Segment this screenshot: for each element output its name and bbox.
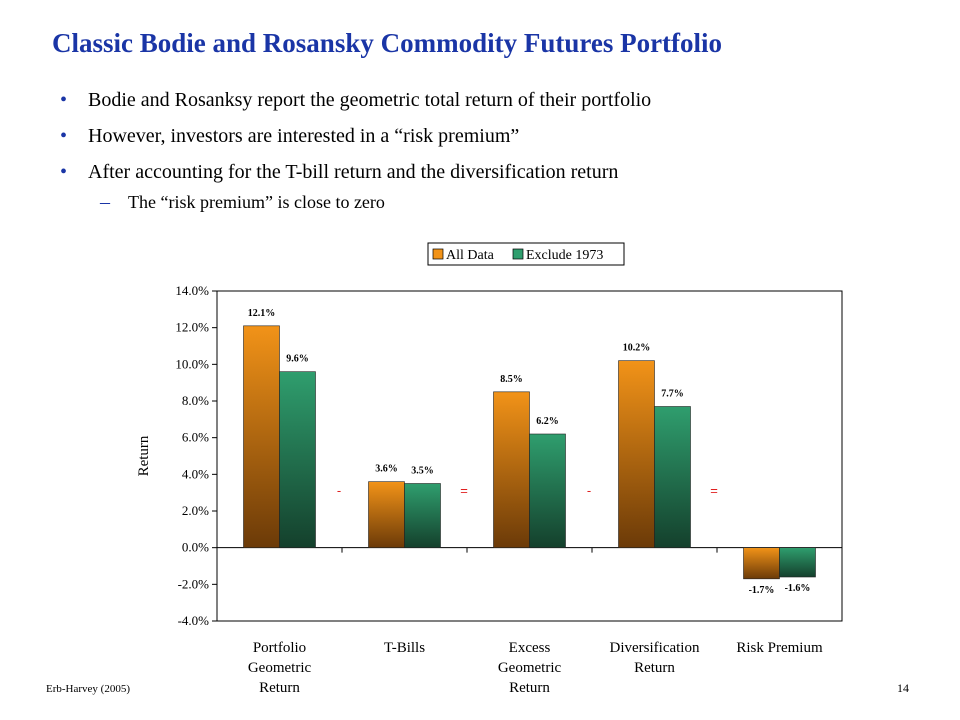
data-label: 12.1% (248, 308, 276, 319)
page-number: 14 (897, 681, 909, 695)
x-category-label: Geometric (498, 660, 562, 676)
bar-exclude-1973 (279, 371, 316, 548)
bar-exclude-1973 (529, 433, 566, 548)
bullet-dot: • (60, 89, 68, 111)
y-tick-label: -4.0% (178, 613, 210, 628)
bullet-dot: • (60, 125, 68, 147)
y-tick-label: 10.0% (175, 356, 209, 371)
plot-frame (216, 290, 843, 622)
bar-exclude-1973 (779, 547, 816, 578)
bar-all-data (368, 481, 405, 548)
bar-all-data (618, 360, 655, 548)
legend-label: Exclude 1973 (526, 248, 603, 263)
data-label: 3.5% (411, 466, 434, 477)
legend-box (427, 242, 625, 266)
y-tick-label: -2.0% (178, 576, 210, 591)
bar-all-data (493, 391, 530, 548)
sub-bullet-text: The “risk premium” is close to zero (128, 192, 385, 212)
bar-all-data (743, 547, 780, 580)
legend-swatch (432, 248, 444, 260)
y-tick-label: 12.0% (175, 320, 209, 335)
data-label: 6.2% (536, 416, 559, 427)
x-category-label: Diversification (610, 640, 700, 656)
bar-all-data (243, 325, 280, 548)
data-label: -1.7% (749, 585, 775, 596)
bullet-text: However, investors are interested in a “… (88, 125, 520, 147)
operator-sign: = (710, 483, 718, 498)
bullet-list: • Bodie and Rosanksy report the geometric… (60, 88, 651, 214)
bar-exclude-1973 (654, 406, 691, 548)
bullet-item: • However, investors are interested in a … (60, 124, 651, 148)
y-tick-label: 8.0% (182, 393, 209, 408)
x-category-label: Risk Premium (736, 640, 823, 656)
sub-bullet-item: – The “risk premium” is close to zero (60, 190, 651, 214)
x-category-label: T-Bills (384, 640, 425, 656)
y-tick-label: 4.0% (182, 466, 209, 481)
bullet-text: Bodie and Rosanksy report the geometric … (88, 89, 652, 111)
footer-source: Erb-Harvey (2005) (46, 683, 130, 695)
legend-swatch (512, 248, 524, 260)
operator-sign: - (337, 483, 341, 498)
data-label: 10.2% (623, 343, 651, 354)
bar-exclude-1973 (404, 483, 441, 548)
x-category-label: Excess (509, 640, 551, 656)
y-tick-label: 6.0% (182, 430, 209, 445)
data-label: 3.6% (375, 464, 398, 475)
x-category-label: Return (634, 660, 675, 676)
y-tick-label: 0.0% (182, 540, 209, 555)
slide-title: Classic Bodie and Rosansky Commodity Fut… (52, 28, 723, 58)
legend-label: All Data (446, 248, 495, 263)
data-label: 7.7% (661, 389, 684, 400)
data-label: -1.6% (785, 583, 811, 594)
bullet-text: After accounting for the T-bill return a… (88, 161, 619, 183)
sub-bullet-dash: – (100, 191, 110, 213)
data-label: 9.6% (286, 354, 309, 365)
data-label: 8.5% (500, 374, 523, 385)
x-category-label: Portfolio (253, 640, 306, 656)
bullet-item: • After accounting for the T-bill return … (60, 160, 651, 184)
bullet-item: • Bodie and Rosanksy report the geometric… (60, 88, 651, 112)
y-axis-label: Return (136, 435, 152, 476)
bullet-dot: • (60, 161, 68, 183)
x-category-label: Return (259, 680, 300, 696)
y-tick-label: 2.0% (182, 503, 209, 518)
y-tick-label: 14.0% (175, 283, 209, 298)
x-category-label: Geometric (248, 660, 312, 676)
operator-sign: = (460, 483, 468, 498)
operator-sign: - (587, 483, 591, 498)
x-category-label: Return (509, 680, 550, 696)
